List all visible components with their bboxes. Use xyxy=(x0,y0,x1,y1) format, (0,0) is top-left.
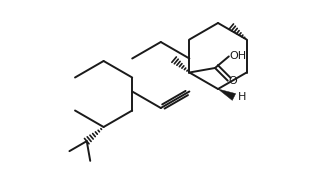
Text: H: H xyxy=(238,92,246,102)
Polygon shape xyxy=(218,89,236,100)
Text: O: O xyxy=(228,76,237,86)
Text: OH: OH xyxy=(229,51,246,61)
